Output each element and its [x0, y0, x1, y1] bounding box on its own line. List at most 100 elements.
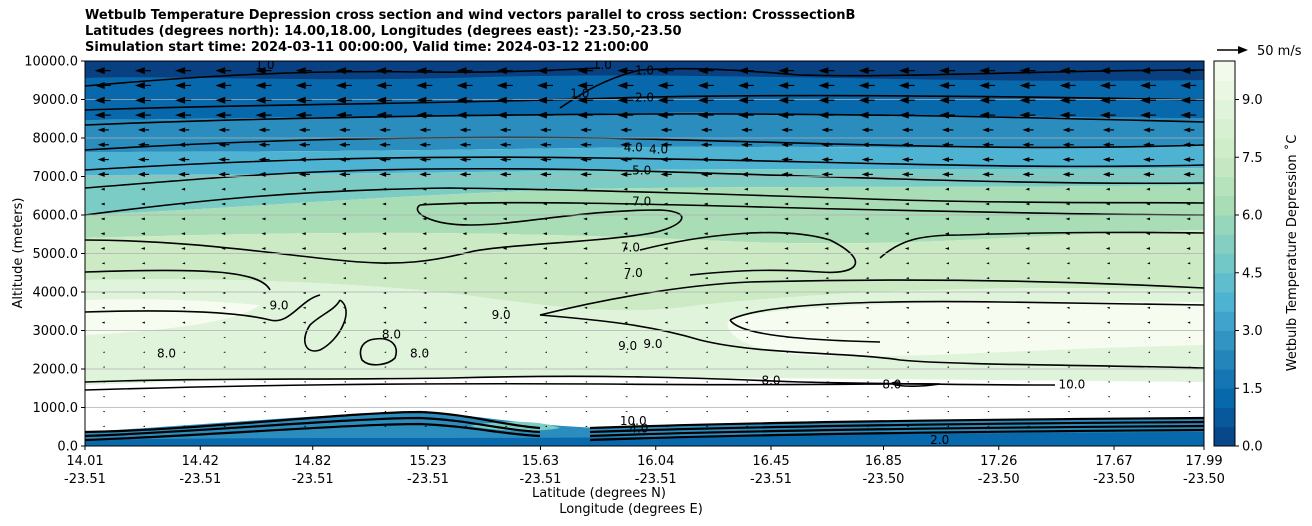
- wind-arrow: [1062, 127, 1070, 133]
- wind-arrow: [938, 111, 949, 119]
- wind-arrow: [737, 96, 748, 104]
- wind-arrow: [255, 81, 266, 89]
- wind-arrow: [979, 67, 990, 75]
- colorbar-band: [1214, 369, 1235, 389]
- wind-arrow: [263, 351, 266, 353]
- wind-arrow: [499, 171, 507, 177]
- wind-arrow: [743, 187, 748, 191]
- wind-arrow: [142, 336, 145, 339]
- wind-arrow: [818, 96, 829, 104]
- wind-arrow: [704, 306, 708, 309]
- wind-arrow: [1187, 306, 1191, 309]
- wind-arrow: [416, 81, 427, 89]
- wind-arrow: [657, 111, 668, 119]
- wind-arrow: [262, 321, 266, 324]
- wind-arrow: [383, 306, 387, 309]
- wind-arrow: [1062, 157, 1070, 163]
- wind-arrow: [263, 366, 266, 368]
- wind-arrow: [384, 425, 387, 428]
- wind-arrow: [261, 217, 266, 221]
- plot-area: 1.0 1.0 1.0 1.0 2.0 4.0 4.0 5.0 7.0 7.0 7.0 9.0 9.0 8…: [85, 61, 1204, 446]
- wind-arrow: [866, 366, 869, 368]
- wind-arrow: [901, 127, 909, 133]
- wind-arrow: [1027, 396, 1030, 398]
- wind-arrow: [866, 351, 869, 353]
- x-tick-label-lon: -23.50: [863, 472, 905, 487]
- wind-arrow: [215, 96, 226, 104]
- wind-arrow: [1107, 336, 1110, 339]
- wind-arrow: [1140, 111, 1151, 119]
- wind-arrow: [101, 262, 105, 265]
- wind-arrow: [255, 67, 266, 75]
- wind-arrow: [183, 396, 186, 398]
- wind-arrow: [223, 351, 226, 353]
- contour-labels: 1.0 1.0 1.0 1.0 2.0 4.0 4.0 5.0 7.0 7.0 7.0 9.0 9.0 8…: [157, 61, 1085, 446]
- wind-arrow: [218, 142, 226, 148]
- wind-arrow: [824, 217, 829, 221]
- wind-arrow: [985, 202, 990, 206]
- wind-arrow: [864, 247, 869, 250]
- wind-arrow: [861, 127, 869, 133]
- wind-arrow: [423, 321, 427, 324]
- colorbar-band: [1214, 311, 1235, 331]
- x-tick-label-lat: 14.01: [66, 454, 103, 469]
- wind-arrow: [665, 351, 668, 353]
- wind-arrow: [459, 171, 467, 177]
- wind-arrow: [704, 262, 708, 265]
- wind-arrow: [705, 381, 708, 383]
- wind-arrow: [262, 277, 266, 280]
- wind-arrow: [946, 336, 949, 339]
- wind-arrow: [1147, 321, 1151, 324]
- wind-arrow: [704, 277, 708, 280]
- wind-arrow: [544, 425, 547, 428]
- wind-arrow: [665, 410, 668, 413]
- wind-arrow: [1059, 81, 1070, 89]
- wind-arrow: [543, 262, 547, 265]
- wind-arrow: [861, 157, 869, 163]
- wind-arrow: [1180, 67, 1191, 75]
- wind-arrow: [585, 396, 588, 398]
- wind-arrow: [624, 306, 628, 309]
- wind-arrow: [786, 336, 789, 339]
- wind-arrow: [261, 247, 266, 250]
- wind-arrow: [422, 187, 427, 191]
- wind-arrow: [1143, 142, 1151, 148]
- band-cyan: [85, 145, 1204, 175]
- wind-arrow: [379, 127, 387, 133]
- wind-arrow: [858, 111, 869, 119]
- wind-arrow: [657, 81, 668, 89]
- wind-arrow: [740, 127, 748, 133]
- wind-arrow: [624, 262, 628, 265]
- wind-arrow: [624, 291, 628, 295]
- wind-arrow: [221, 232, 226, 236]
- contour-label: 1.0: [635, 64, 654, 78]
- wind-arrow: [865, 291, 869, 295]
- wind-arrow: [657, 96, 668, 104]
- wind-arrow: [183, 381, 186, 383]
- wind-arrow: [1066, 291, 1070, 295]
- wind-arrow: [342, 262, 346, 265]
- contour-label: 8.0: [882, 377, 901, 391]
- x-tick-label-lon: -23.51: [750, 472, 792, 487]
- x-axis-label-longitude: Longitude (degrees E): [559, 502, 703, 517]
- wind-arrow: [544, 351, 547, 353]
- wind-arrow: [697, 67, 708, 75]
- wind-arrow: [826, 396, 829, 398]
- wind-arrow: [301, 202, 306, 206]
- colorbar-band: [1214, 330, 1235, 351]
- wind-arrow: [904, 247, 909, 250]
- wind-arrow: [539, 157, 547, 163]
- x-tick-label-lon: -23.51: [635, 472, 677, 487]
- wind-arrow: [496, 96, 507, 104]
- wind-arrow: [660, 142, 668, 148]
- wind-arrow: [786, 410, 789, 413]
- wind-arrow: [866, 410, 869, 413]
- wind-arrow: [624, 321, 628, 324]
- wind-arrow: [1027, 381, 1030, 383]
- wind-arrow: [625, 351, 628, 353]
- wind-arrow: [298, 157, 306, 163]
- x-tick-label-lon: -23.50: [1183, 472, 1225, 487]
- wind-arrow: [697, 81, 708, 89]
- wind-arrow: [1102, 127, 1110, 133]
